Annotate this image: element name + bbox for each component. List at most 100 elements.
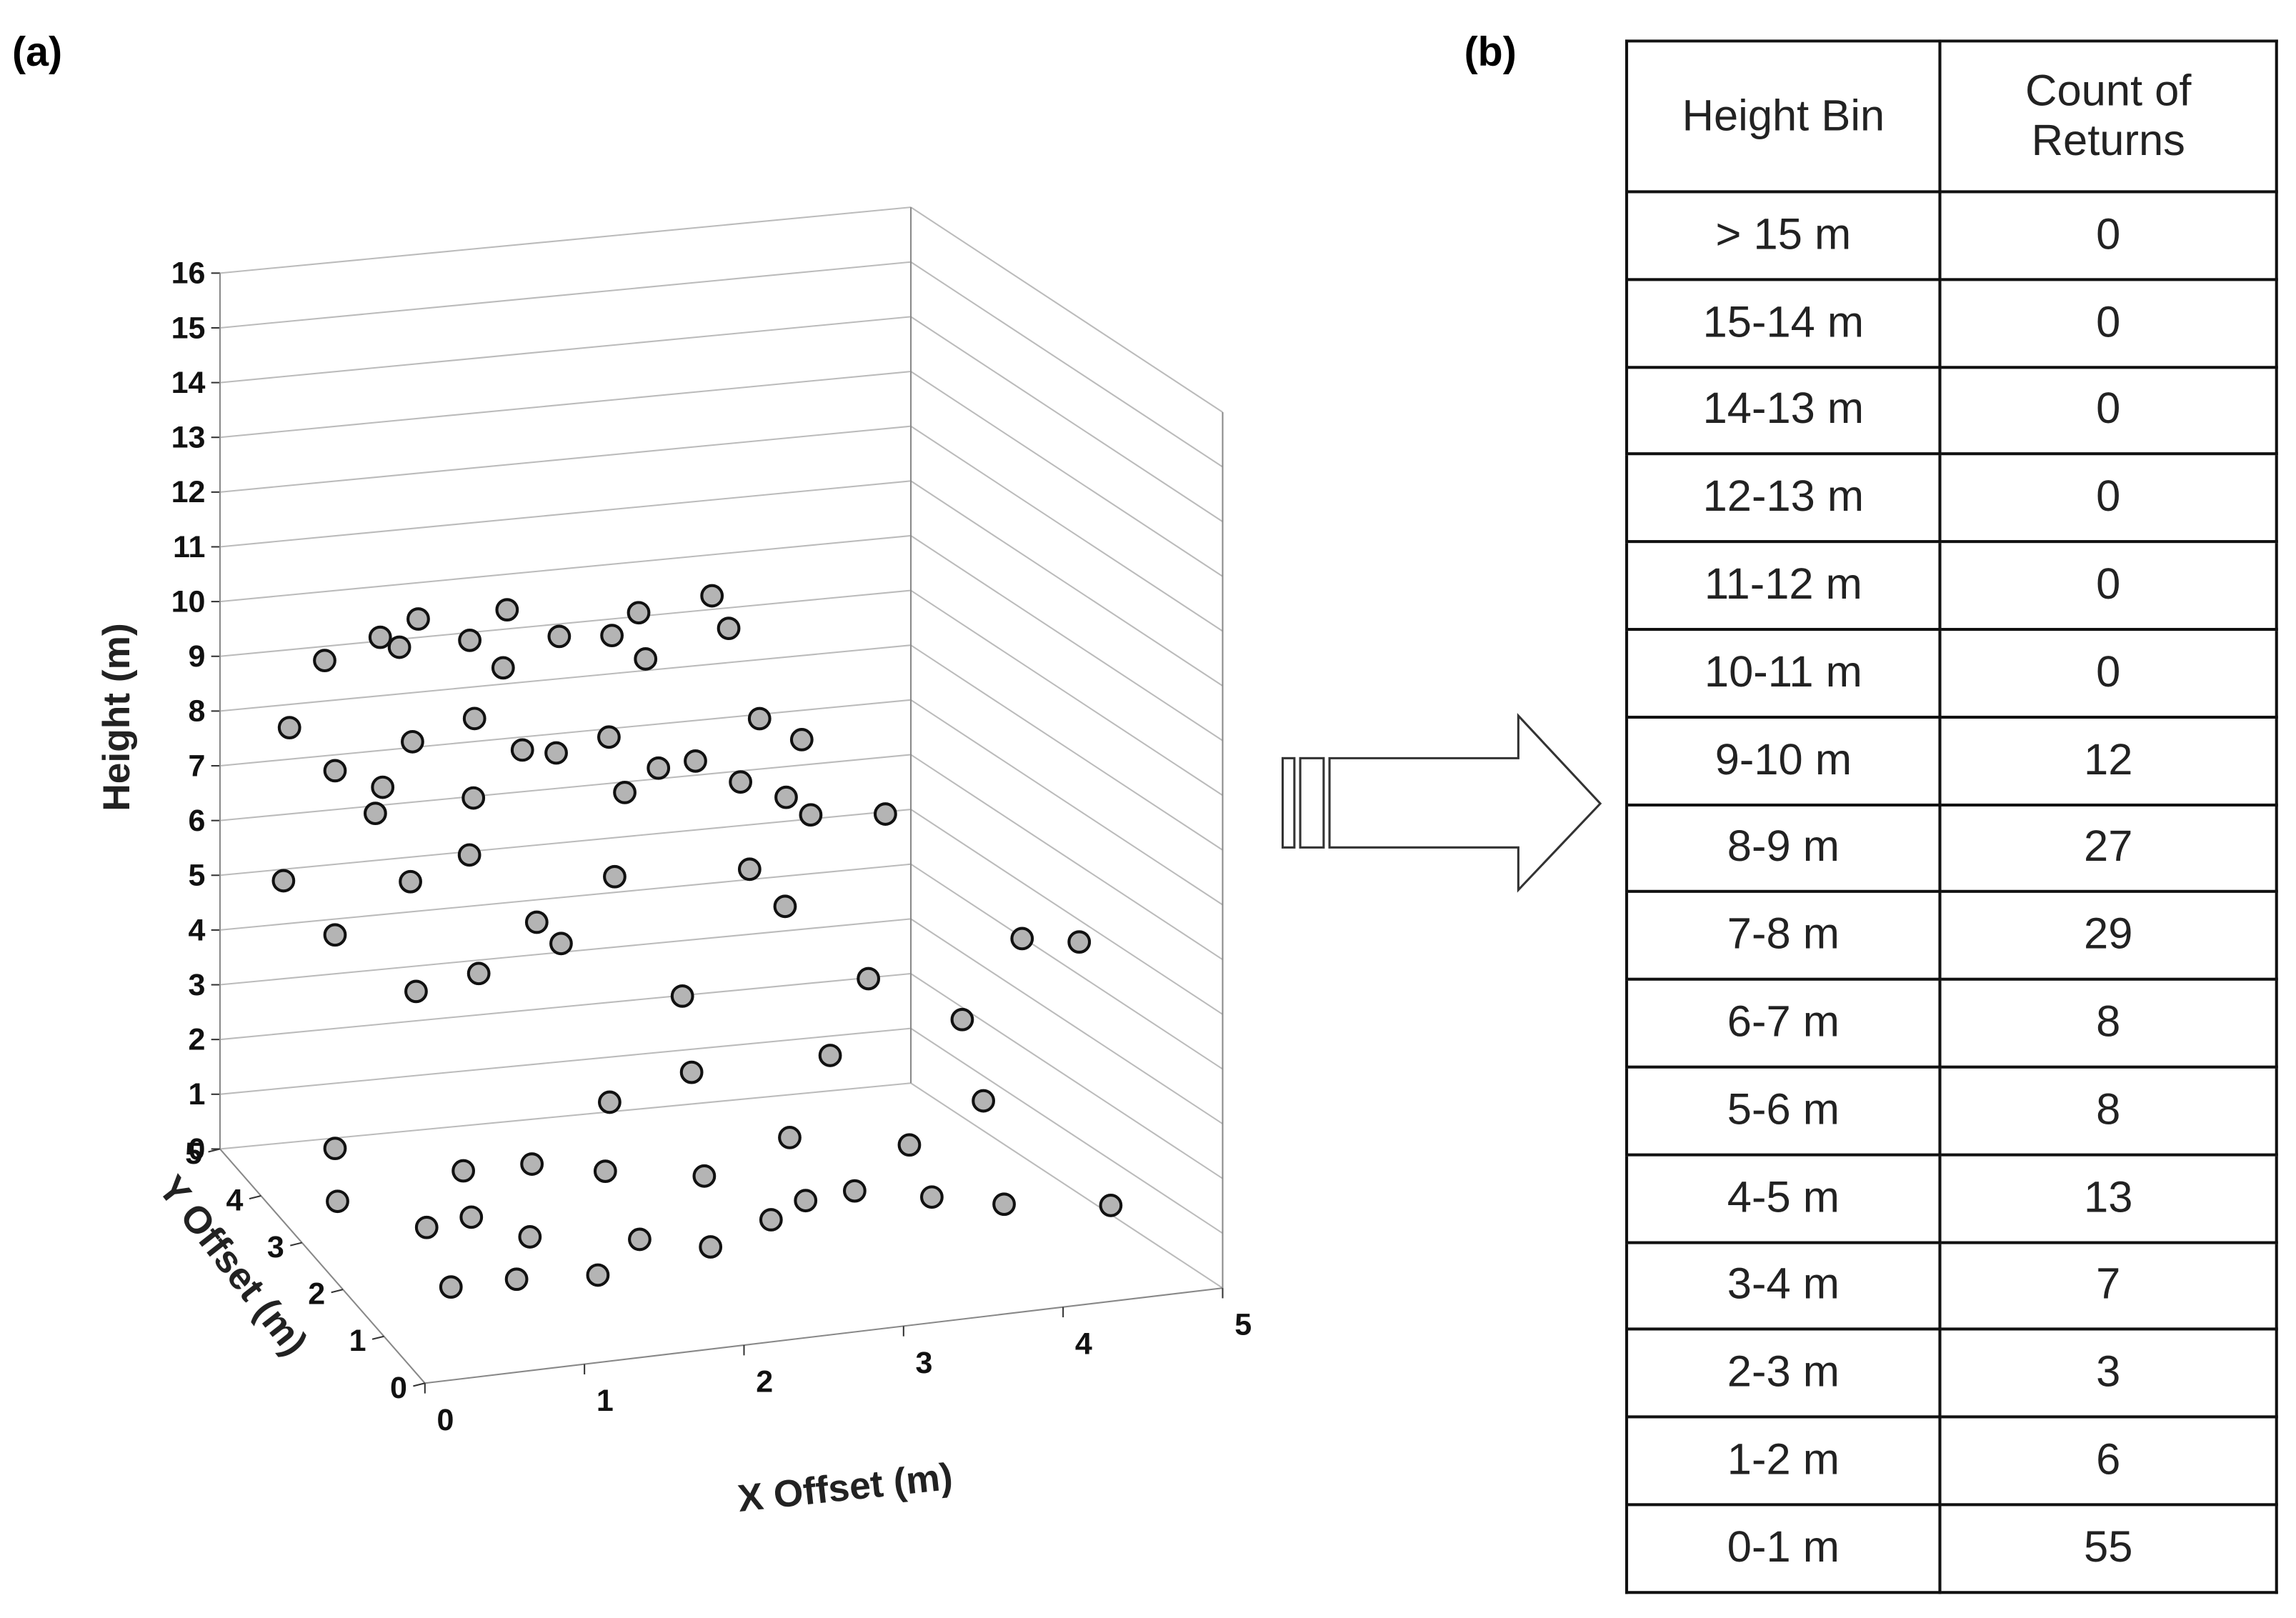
point [406,607,430,631]
table-cell: 7 [1938,1240,2278,1332]
point [627,601,651,625]
z-tick-label: 5 [189,859,206,893]
grid-line [910,206,1224,413]
point [491,656,515,680]
point [439,1275,463,1299]
table-cell: 0 [1938,365,2278,456]
grid-line [910,973,1224,1179]
grid-line [910,809,1224,1015]
point [364,801,387,826]
point [323,1137,347,1161]
point [524,910,549,934]
grid-line [910,261,1224,468]
table-cell: 10-11 m [1624,627,1942,719]
table: Height Bin Count of Returns > 15 m 0 15-14 m… [1624,39,2278,1594]
point [323,759,347,783]
table-cell: 2-3 m [1624,1328,1942,1419]
y-tick-label: 5 [185,1137,202,1171]
z-tick-label: 0 [189,1132,206,1167]
table-row: 7-8 m 29 [1624,890,2278,982]
point [613,780,637,804]
grid-line [219,206,912,274]
table-row: 8-9 m 27 [1624,803,2278,894]
table-cell: 6-7 m [1624,978,1942,1069]
grid-line [219,534,912,603]
grid-line [910,754,1224,961]
z-tick-label: 10 [171,584,206,619]
point [323,923,347,947]
point [679,1060,704,1084]
point [368,625,392,649]
point [593,1159,617,1184]
point [387,635,411,659]
table-cell: 0 [1938,452,2278,544]
point [598,1090,622,1114]
table-cell: 1-2 m [1624,1415,1942,1507]
grid-line [910,918,1224,1125]
z-axis-title: Height (m) [96,623,138,811]
point [404,979,428,1004]
table-cell: 8 [1938,978,2278,1069]
point [544,741,568,765]
axis-line [219,1148,426,1384]
table-cell: 7-8 m [1624,890,1942,982]
header-cell: Height Bin [1624,39,1942,194]
table-cell: 0 [1938,277,2278,369]
point [773,894,797,919]
grid-line [219,316,912,384]
z-tick-label: 7 [189,749,206,783]
table-cell: > 15 m [1624,190,1942,281]
point [670,984,694,1008]
point [647,756,671,780]
table-cell: 3 [1938,1328,2278,1419]
point [1099,1194,1123,1217]
z-tick-label: 8 [189,694,206,729]
grid-line [219,699,912,767]
table-cell: 29 [1938,890,2278,982]
table-cell: 55 [1938,1503,2278,1594]
grid-line [219,1082,912,1150]
y-tick-label: 1 [349,1324,366,1358]
x-axis-title: X Offset (m) [736,1456,954,1520]
point [873,802,897,826]
point [401,729,424,754]
point [842,1179,867,1203]
x-tick-label: 4 [1075,1327,1092,1361]
grid-line [219,425,912,493]
point [549,932,573,956]
z-tick-label: 11 [173,530,205,564]
grid-line [910,1027,1224,1234]
point [794,1189,818,1213]
table-row: 0-1 m 55 [1624,1503,2278,1594]
point [371,775,395,799]
table-cell: 0-1 m [1624,1503,1942,1594]
y-tick-label: 3 [267,1230,284,1264]
z-tick-label: 16 [171,256,206,291]
point [950,1007,974,1032]
z-tick-label: 9 [189,639,206,674]
grid-line [910,480,1224,686]
table-cell: 8-9 m [1624,803,1942,894]
table-cell: 0 [1938,540,2278,631]
point [699,1235,723,1259]
z-tick-label: 2 [189,1023,206,1057]
axis-line [424,1287,1223,1384]
grid-line [910,699,1224,906]
x-tick-label: 3 [916,1346,933,1380]
tick-mark [331,1289,344,1294]
y-tick-label: 4 [226,1183,243,1217]
point [414,1215,439,1239]
point [547,624,571,649]
point [459,1205,484,1229]
point [628,1227,652,1252]
point [399,869,422,894]
grid-line [910,535,1224,741]
point [1010,927,1034,951]
